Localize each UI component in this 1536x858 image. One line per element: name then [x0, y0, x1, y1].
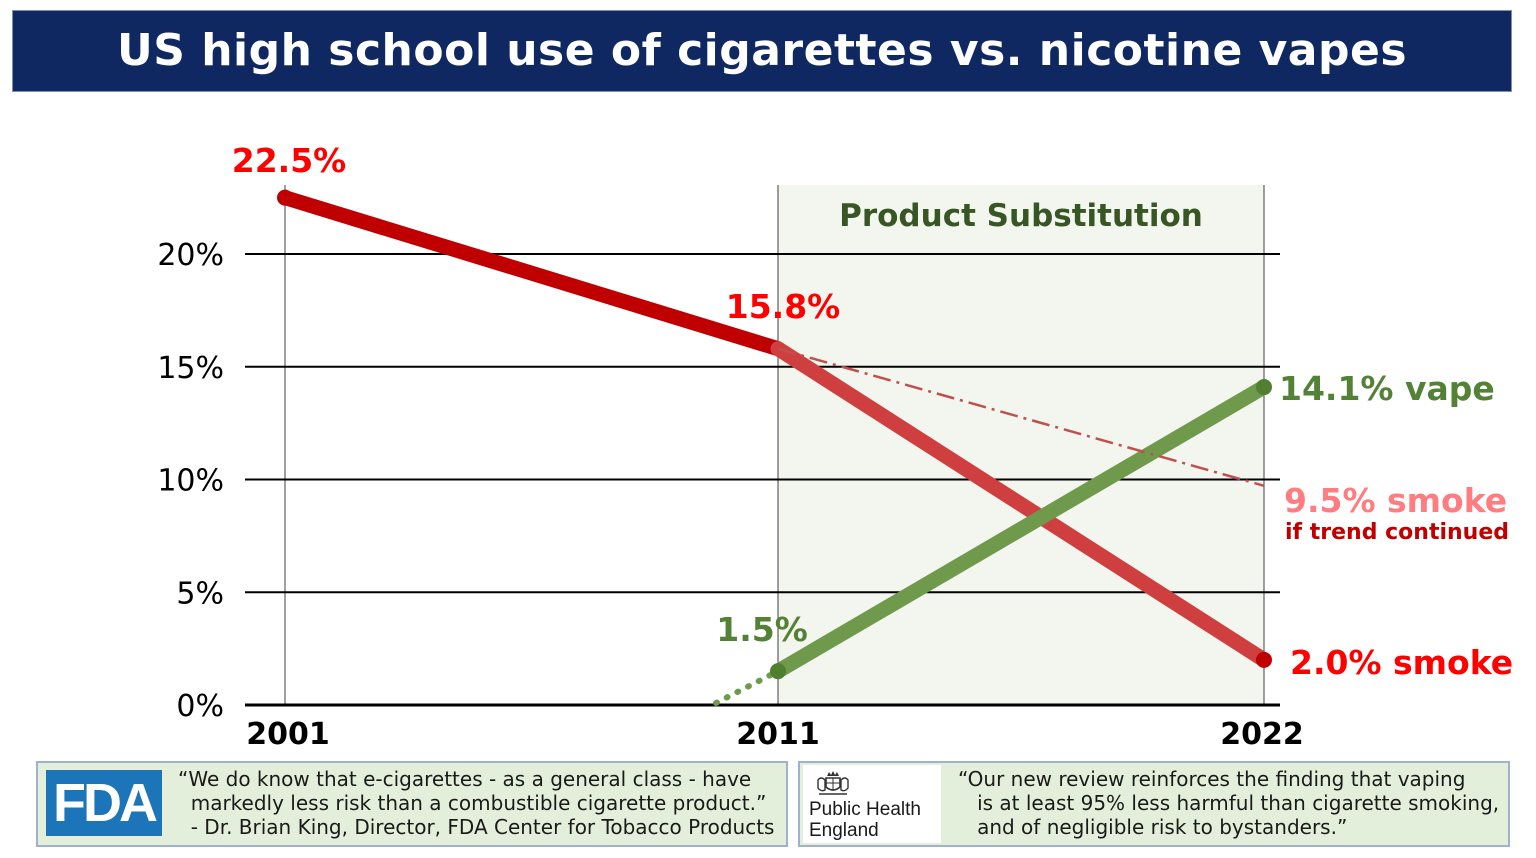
phe-quote-box: Public Health England “Our new review re… [798, 761, 1510, 847]
phe-logo: Public Health England [803, 765, 941, 843]
y-tick-label: 20% [157, 238, 224, 273]
vape-point [770, 663, 786, 680]
phe-quote-text: “Our new review reinforces the finding t… [958, 767, 1500, 839]
y-tick-label: 15% [157, 351, 224, 386]
data-label-smoke-2001: 22.5% [232, 141, 347, 180]
smoke-line-segment [770, 341, 1272, 668]
y-tick-label: 0% [176, 689, 224, 724]
fda-logo: FDA [46, 770, 162, 836]
data-label-vape-2022: 14.1% vape [1279, 369, 1495, 408]
y-tick-label: 5% [176, 576, 224, 611]
vape-line [770, 379, 1272, 679]
data-label-smoke-2022: 2.0% smoke [1290, 643, 1513, 682]
smoke-line-segment [277, 190, 786, 357]
x-tick-label: 2001 [246, 717, 330, 752]
region-label: Product Substitution [839, 198, 1203, 234]
title-bar: US high school use of cigarettes vs. nic… [12, 10, 1512, 92]
fda-quote-box: FDA “We do know that e-cigarettes - as a… [36, 761, 788, 847]
data-label-vape-2011: 1.5% [716, 610, 808, 649]
phe-logo-text: Public Health England [809, 799, 921, 841]
vape-point [1256, 379, 1272, 396]
fda-quote-text: “We do know that e-cigarettes - as a gen… [178, 767, 775, 839]
data-label-smoke-2011: 15.8% [726, 287, 841, 326]
smoke-point [277, 189, 293, 206]
x-tick-label: 2011 [736, 717, 820, 752]
data-label-trend-2022: 9.5% smoke [1284, 481, 1507, 520]
y-tick-label: 10% [157, 464, 224, 499]
x-tick-label: 2022 [1220, 717, 1304, 752]
trend-note: if trend continued [1285, 520, 1509, 545]
page-title: US high school use of cigarettes vs. nic… [116, 25, 1408, 76]
royal-crest-icon [817, 771, 849, 795]
trend-line [777, 347, 1265, 487]
smoke-point [1256, 651, 1272, 668]
vape-leadin-line [713, 668, 781, 706]
